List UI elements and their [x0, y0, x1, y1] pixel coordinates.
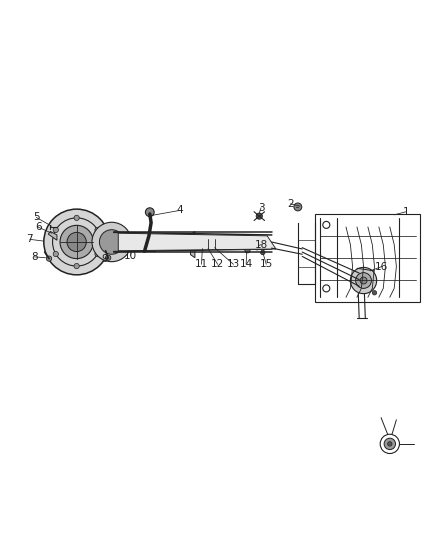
Text: 18: 18 — [255, 240, 268, 249]
Circle shape — [95, 227, 100, 232]
Polygon shape — [188, 236, 228, 250]
Polygon shape — [142, 243, 155, 252]
Circle shape — [95, 252, 100, 257]
Polygon shape — [191, 249, 195, 258]
Circle shape — [384, 438, 396, 449]
Text: 2: 2 — [287, 199, 294, 209]
Circle shape — [53, 227, 58, 232]
Circle shape — [67, 232, 86, 252]
Circle shape — [145, 208, 154, 216]
Circle shape — [99, 230, 124, 254]
Text: 11: 11 — [195, 260, 208, 269]
Circle shape — [46, 256, 52, 261]
Circle shape — [372, 290, 377, 295]
Text: 4: 4 — [176, 205, 183, 215]
Circle shape — [74, 263, 79, 269]
Circle shape — [74, 215, 79, 221]
Circle shape — [44, 209, 110, 275]
Circle shape — [60, 225, 93, 259]
Text: 6: 6 — [35, 222, 42, 232]
Circle shape — [201, 239, 210, 248]
Polygon shape — [118, 233, 276, 251]
Circle shape — [294, 203, 302, 211]
Text: 14: 14 — [240, 260, 253, 269]
Circle shape — [360, 277, 367, 284]
Text: 7: 7 — [26, 235, 33, 244]
Circle shape — [245, 248, 250, 253]
Circle shape — [388, 442, 392, 446]
Text: 1: 1 — [403, 207, 410, 217]
Circle shape — [356, 273, 371, 288]
Polygon shape — [191, 231, 195, 240]
Circle shape — [350, 268, 377, 294]
Text: 10: 10 — [124, 251, 137, 261]
Text: 15: 15 — [260, 260, 273, 269]
Text: 13: 13 — [227, 260, 240, 269]
Text: 12: 12 — [211, 260, 224, 269]
Circle shape — [106, 255, 111, 260]
Text: 5: 5 — [33, 213, 40, 222]
FancyBboxPatch shape — [199, 239, 221, 248]
Text: 8: 8 — [31, 252, 38, 262]
Text: 9: 9 — [102, 254, 109, 264]
Text: 16: 16 — [375, 262, 389, 271]
Circle shape — [92, 222, 131, 262]
Polygon shape — [250, 241, 267, 250]
Circle shape — [261, 251, 265, 255]
Circle shape — [256, 213, 262, 219]
Circle shape — [53, 252, 58, 257]
Text: 3: 3 — [258, 203, 265, 213]
Polygon shape — [48, 231, 57, 240]
